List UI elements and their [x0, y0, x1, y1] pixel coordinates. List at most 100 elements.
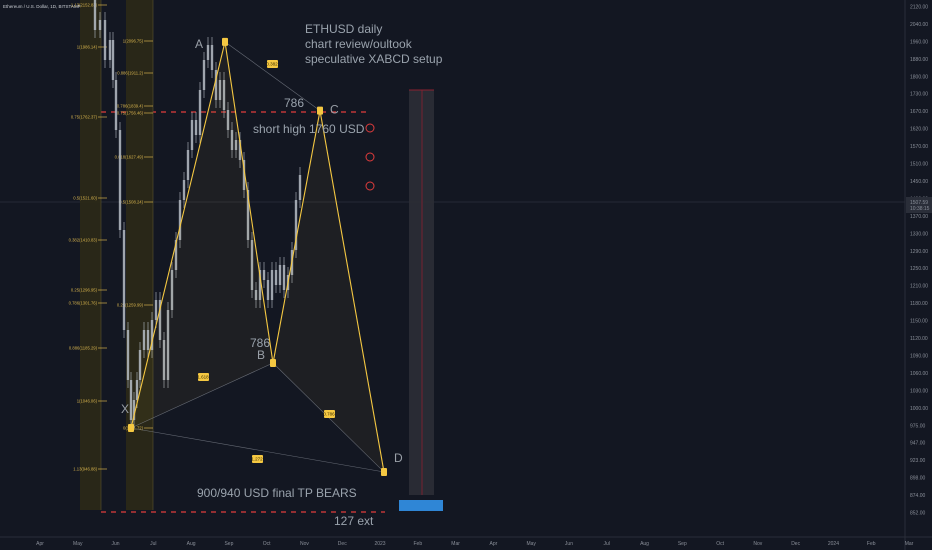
candle-body	[114, 80, 118, 130]
y-tick-label: 1450.00	[910, 179, 928, 185]
candle-body	[182, 180, 186, 200]
y-tick-label: 1330.00	[910, 231, 928, 237]
candle-body	[111, 40, 115, 80]
pattern-point-label: A	[195, 37, 203, 51]
y-tick-label: 1730.00	[910, 92, 928, 98]
x-tick-label: Mar	[905, 541, 914, 547]
x-tick-label: 2023	[374, 541, 385, 547]
fib-level-label: 0.75(1762.37)	[71, 115, 98, 120]
fib-level-label: 0.5(1521.60)	[73, 196, 97, 201]
candles	[93, 0, 302, 428]
candle-body	[129, 380, 133, 420]
price-tag-time: 10:38:15	[910, 206, 930, 212]
annotation-786-c: 786	[284, 96, 304, 110]
x-tick-label: Dec	[791, 541, 800, 547]
candle-body	[178, 200, 182, 240]
x-tick-label: Apr	[490, 541, 498, 547]
candle-body	[93, 0, 97, 30]
candle-body	[234, 140, 238, 150]
y-tick-label: 2120.00	[910, 5, 928, 11]
x-tick-label: Oct	[716, 541, 724, 547]
annotation-786-b: 786	[250, 336, 270, 350]
pattern-guide	[224, 41, 321, 111]
fib-level-label: 0.886(1911.2)	[117, 71, 143, 76]
ratio-label: 1.618	[197, 375, 209, 380]
x-tick-label: Sep	[224, 541, 233, 547]
y-tick-label: 923.00	[910, 458, 926, 464]
candle-body	[230, 130, 234, 150]
ratio-label: 0.786	[323, 412, 335, 417]
pattern-point-marker	[381, 467, 387, 476]
candle-body	[202, 60, 206, 90]
candle-body	[103, 20, 107, 60]
fib-level-label: 1(1046.06)	[77, 399, 98, 404]
fib-level-label: 0.786(1839.4)	[117, 104, 144, 109]
target-circle	[365, 123, 375, 133]
price-tag-label: 1507.59	[910, 200, 928, 206]
pattern-point-label: X	[121, 402, 129, 416]
x-tick-label: Nov	[753, 541, 762, 547]
candle-body	[218, 80, 222, 100]
candle-body	[190, 120, 194, 150]
y-tick-label: 1570.00	[910, 144, 928, 150]
y-tick-label: 1510.00	[910, 162, 928, 168]
candle-body	[258, 270, 262, 300]
candle-body	[270, 270, 274, 300]
pattern-fill-bcd	[273, 110, 384, 472]
ratio-label-bg	[324, 410, 335, 418]
pattern-leg	[319, 110, 385, 473]
x-tick-label: Apr	[36, 541, 44, 547]
fib-level-label: 0.25(1259.99)	[117, 303, 144, 308]
candle-body	[238, 140, 242, 160]
fib-level-label: 0.382(1410.83)	[69, 238, 98, 243]
annotation-127-ext: 127 ext	[334, 514, 374, 528]
x-tick-label: Oct	[263, 541, 271, 547]
x-tick-label: Aug	[640, 541, 649, 547]
candle-body	[262, 270, 266, 280]
pattern-point-marker	[317, 106, 323, 115]
chart-annotation-title: ETHUSD daily	[305, 22, 382, 36]
fib-level-label: 0.5(1508.24)	[119, 200, 143, 205]
pattern-leg	[224, 41, 274, 364]
candle-body	[135, 380, 139, 400]
fib-level-label: 0.25(1296.95)	[71, 288, 98, 293]
candle-body	[266, 280, 270, 300]
ratio-label-bg	[267, 60, 278, 68]
price-tag-bg	[906, 197, 932, 213]
candle-body	[282, 265, 286, 290]
y-tick-label: 1060.00	[910, 371, 928, 377]
ratio-label-bg	[198, 373, 209, 381]
x-tick-label: 2024	[828, 541, 839, 547]
x-tick-label: May	[526, 541, 536, 547]
annotation-short-high: short high 1760 USD	[253, 122, 365, 136]
fib-level-label: 1(2096.75)	[123, 39, 144, 44]
pattern-leg	[130, 41, 226, 429]
pattern-point-marker	[222, 37, 228, 46]
x-tick-label: Mar	[451, 541, 460, 547]
ratio-label: 1.272	[251, 457, 263, 462]
y-tick-label: 1180.00	[910, 301, 928, 307]
candle-body	[126, 330, 130, 380]
candle-body	[210, 45, 214, 70]
candle-body	[158, 300, 162, 340]
candle-body	[250, 240, 254, 290]
annotation-final-tp: 900/940 USD final TP BEARS	[197, 486, 357, 500]
candle-body	[254, 290, 258, 300]
fib-level-label: 1.13(2152.83)	[71, 3, 98, 8]
candle-body	[154, 300, 158, 320]
fib-level-label: 0.618(1627.49)	[115, 155, 144, 160]
y-tick-label: 1370.00	[910, 214, 928, 220]
candle-body	[170, 270, 174, 310]
fib-band-right	[126, 0, 153, 510]
pattern-guide	[130, 427, 385, 473]
x-tick-label: Feb	[414, 541, 423, 547]
y-tick-label: 874.00	[910, 493, 926, 499]
candle-body	[194, 120, 198, 135]
x-tick-label: Sep	[678, 541, 687, 547]
candle-body	[278, 265, 282, 285]
pattern-leg	[272, 110, 321, 364]
